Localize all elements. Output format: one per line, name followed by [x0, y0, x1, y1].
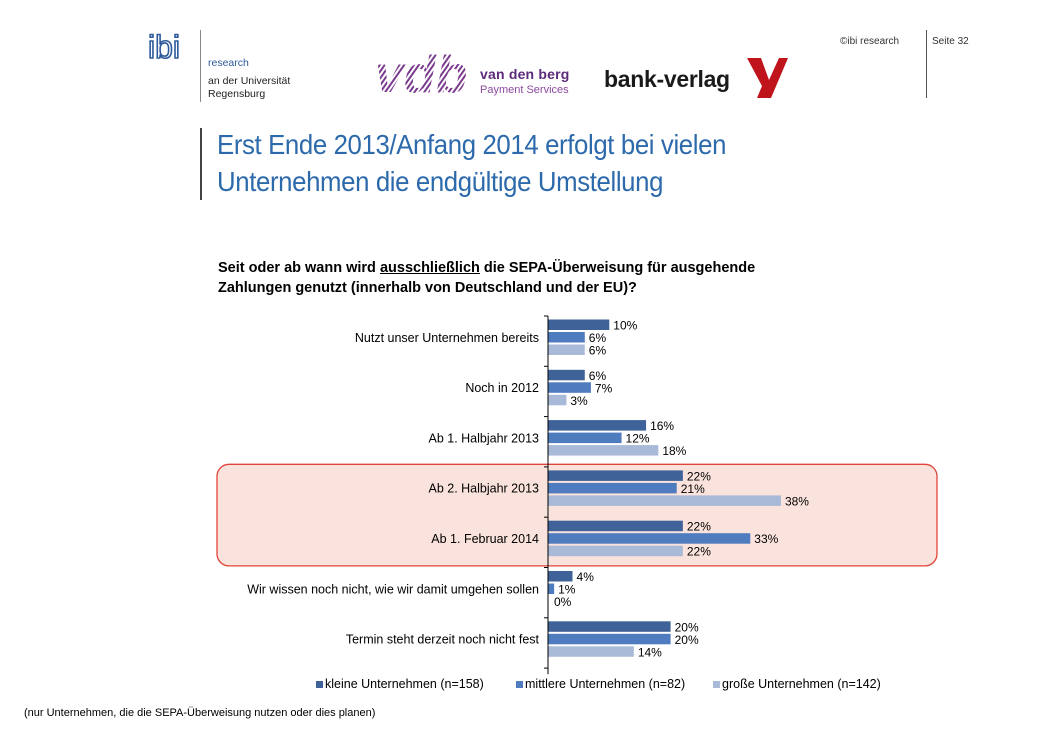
bar — [548, 482, 677, 494]
question-line-1: Seit oder ab wann wird ausschließlich di… — [218, 260, 755, 276]
bar — [548, 382, 591, 393]
bar — [548, 583, 555, 594]
data-label: 6% — [589, 344, 607, 358]
bank-verlag-name: bank-verlag — [604, 66, 730, 92]
bar — [548, 533, 751, 544]
bar — [548, 520, 683, 532]
data-label: 16% — [650, 419, 674, 433]
bar — [548, 344, 585, 355]
data-label: 3% — [570, 394, 588, 408]
bar — [548, 646, 634, 657]
van-den-berg-logo-mark: vdb — [375, 52, 467, 98]
data-label: 38% — [785, 494, 809, 508]
bar — [548, 420, 647, 431]
bar — [548, 445, 659, 456]
data-label: 22% — [687, 520, 711, 534]
bar — [548, 621, 671, 632]
data-label: 6% — [589, 331, 607, 345]
legend-label: mittlere Unternehmen (n=82) — [525, 677, 685, 691]
data-label: 33% — [754, 532, 778, 546]
title-accent-bar — [200, 128, 202, 200]
question-post: die SEPA-Überweisung für ausgehende — [479, 260, 756, 276]
ibi-logo-divider — [200, 30, 201, 102]
question-line-2: Zahlungen genutzt (innerhalb von Deutsch… — [218, 280, 637, 296]
page-title-line-2: Unternehmen die endgültige Umstellung — [217, 166, 664, 197]
van-den-berg-subtitle: Payment Services — [480, 84, 569, 96]
footnote: (nur Unternehmen, die die SEPA-Überweisu… — [24, 707, 376, 719]
ibi-line-1: research — [208, 57, 249, 69]
bar — [548, 495, 781, 506]
legend-swatch — [713, 681, 720, 688]
data-label: 4% — [577, 570, 595, 584]
question-pre: Seit oder ab wann wird — [218, 260, 380, 276]
bar — [548, 633, 671, 645]
data-label: 22% — [687, 469, 711, 483]
category-label: Ab 1. Februar 2014 — [431, 532, 539, 546]
bar — [548, 571, 573, 582]
data-label: 12% — [626, 432, 650, 446]
header-divider — [926, 30, 927, 98]
bar — [548, 394, 567, 406]
svg-text:ibi: ibi — [148, 30, 180, 64]
bar — [548, 545, 683, 557]
data-label: 0% — [554, 595, 572, 609]
bar — [548, 432, 622, 444]
data-label: 6% — [589, 369, 607, 383]
data-label: 14% — [638, 645, 662, 659]
category-label: Nutzt unser Unternehmen bereits — [355, 331, 539, 345]
category-label: Termin steht derzeit noch nicht fest — [346, 633, 540, 647]
bar — [548, 319, 610, 330]
legend-label: große Unternehmen (n=142) — [722, 677, 881, 691]
question-underlined: ausschließlich — [379, 260, 480, 276]
bar — [548, 369, 585, 381]
data-label: 20% — [675, 633, 699, 647]
ibi-line-3: Regensburg — [208, 88, 266, 100]
bar — [548, 332, 585, 343]
legend-swatch — [316, 681, 323, 688]
data-label: 10% — [613, 319, 637, 333]
category-label: Noch in 2012 — [465, 381, 539, 395]
legend-swatch — [516, 681, 523, 688]
legend-label: kleine Unternehmen (n=158) — [325, 677, 484, 691]
data-label: 20% — [675, 620, 699, 634]
svg-text:vdb: vdb — [375, 52, 467, 98]
van-den-berg-name: van den berg — [480, 66, 570, 82]
copyright-text: ©ibi research — [840, 36, 900, 47]
data-label: 21% — [681, 482, 705, 496]
data-label: 22% — [687, 545, 711, 559]
category-label: Ab 2. Halbjahr 2013 — [429, 482, 540, 496]
ibi-line-2: an der Universität — [208, 75, 291, 87]
page-title-line-1: Erst Ende 2013/Anfang 2014 erfolgt bei v… — [217, 129, 727, 160]
page-number: Seite 32 — [932, 36, 969, 47]
data-label: 18% — [662, 444, 686, 458]
data-label: 7% — [595, 381, 613, 395]
category-label: Ab 1. Halbjahr 2013 — [429, 431, 540, 445]
bar — [548, 470, 683, 481]
ibi-logo: ibi — [148, 30, 181, 64]
category-label: Wir wissen noch nicht, wie wir damit umg… — [247, 582, 539, 596]
bank-verlag-logo-mark — [747, 58, 788, 98]
data-label: 1% — [558, 583, 576, 597]
highlight-box — [216, 463, 938, 567]
